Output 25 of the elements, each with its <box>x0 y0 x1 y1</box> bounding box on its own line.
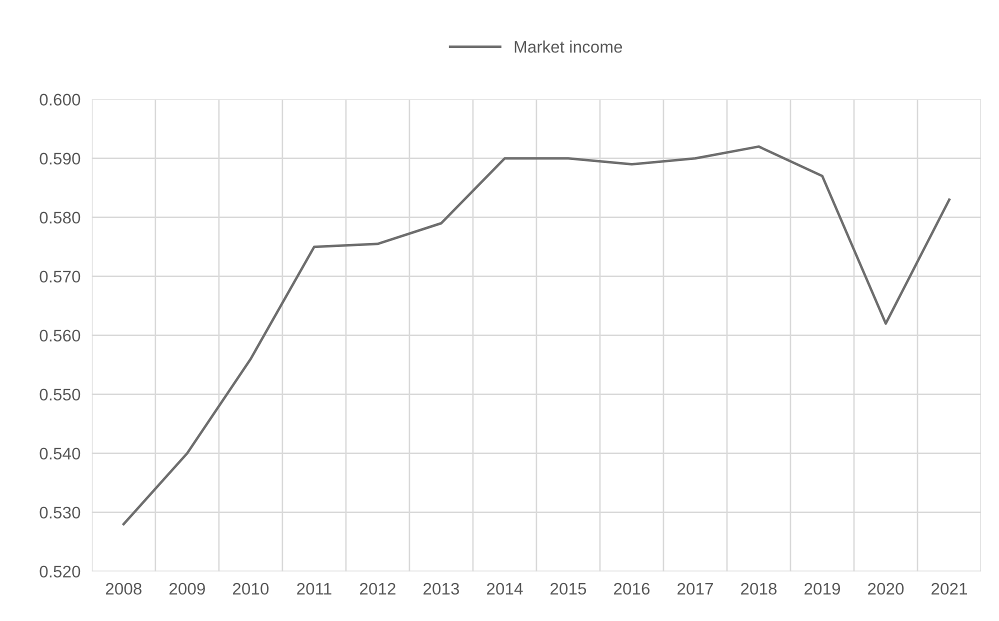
y-tick-label: 0.530 <box>40 506 80 519</box>
x-tick-label: 2018 <box>741 582 777 595</box>
y-tick-label: 0.600 <box>40 94 80 106</box>
y-tick-label: 0.570 <box>40 270 80 283</box>
y-tick-label: 0.540 <box>40 448 80 460</box>
x-tick-label: 2019 <box>804 582 840 595</box>
y-tick-label: 0.580 <box>40 212 80 224</box>
x-tick-label: 2008 <box>106 582 142 595</box>
x-tick-label: 2012 <box>360 582 396 595</box>
x-tick-label: 2011 <box>297 582 332 595</box>
x-tick-label: 2014 <box>487 582 523 595</box>
x-tick-label: 2017 <box>678 582 713 595</box>
y-tick-label: 0.590 <box>40 152 80 165</box>
x-tick-label: 2009 <box>169 582 205 595</box>
x-tick-label: 2013 <box>424 582 460 595</box>
legend-label: Market income <box>514 40 622 53</box>
x-tick-label: 2020 <box>868 582 904 595</box>
x-tick-label: 2016 <box>614 582 650 595</box>
y-tick-label: 0.520 <box>40 566 80 578</box>
x-tick-label: 2010 <box>232 582 269 595</box>
y-tick-label: 0.550 <box>40 388 80 401</box>
line-series <box>122 145 951 526</box>
x-tick-label: 2015 <box>550 582 586 595</box>
x-tick-label: 2021 <box>932 582 967 595</box>
y-tick-label: 0.560 <box>40 330 80 342</box>
